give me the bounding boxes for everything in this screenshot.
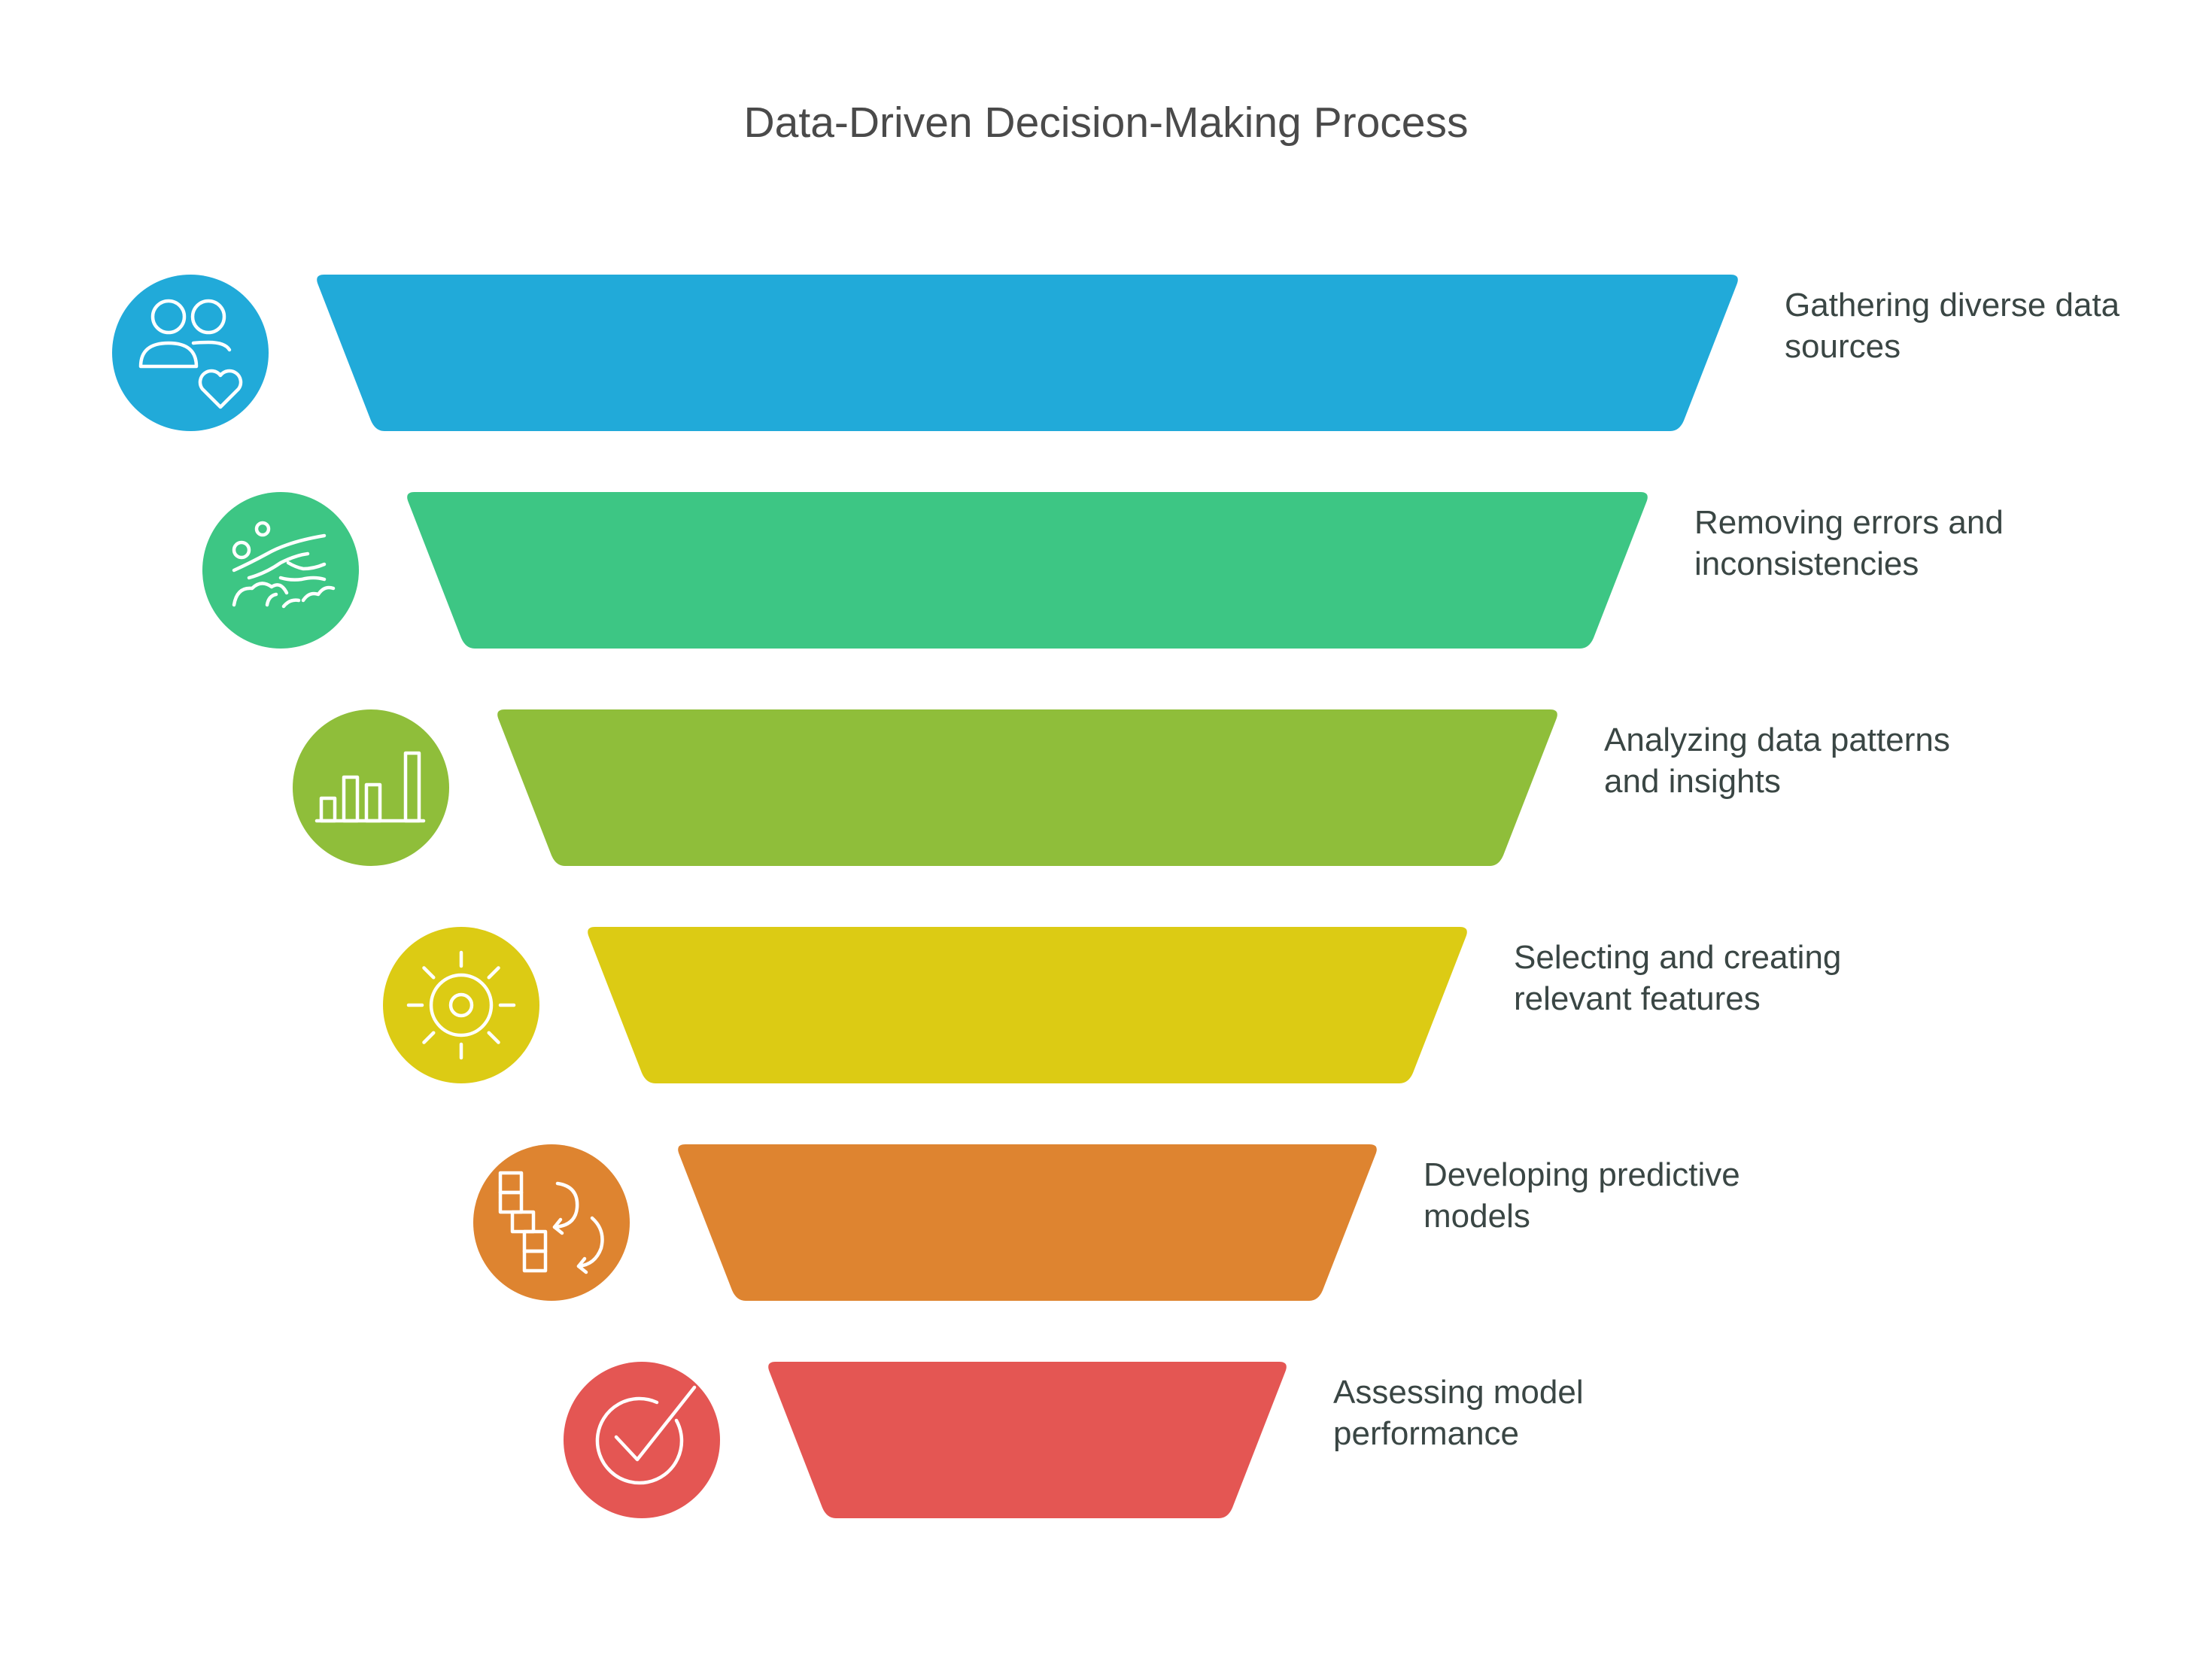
people-heart-icon bbox=[138, 299, 243, 409]
funnel-band-modeling bbox=[678, 1144, 1377, 1301]
stage-label-line: inconsistencies bbox=[1694, 545, 1919, 582]
stage-label-line: Selecting and creating bbox=[1514, 939, 1841, 976]
stage-icon-circle-assessing bbox=[564, 1362, 720, 1518]
stage-label-line: relevant features bbox=[1514, 980, 1761, 1017]
funnel-stage-assessing: Assessing model performance bbox=[564, 1362, 1584, 1518]
stage-icon-circle-analyzing bbox=[293, 709, 449, 866]
funnel-stage-cleaning: Removing errors and inconsistencies bbox=[202, 492, 2004, 649]
funnel-band-analyzing bbox=[497, 709, 1557, 866]
funnel-band-assessing bbox=[768, 1362, 1287, 1518]
funnel-stages: Gathering diverse data sources Removing er… bbox=[112, 275, 2120, 1518]
stage-label-assessing: Assessing model performance bbox=[1333, 1374, 1584, 1452]
stage-label-line: Assessing model bbox=[1333, 1374, 1584, 1411]
stage-icon-circle-gathering bbox=[112, 275, 269, 431]
funnel-band-features bbox=[588, 927, 1467, 1083]
blocks-arrows-icon bbox=[498, 1171, 604, 1274]
funnel-band-cleaning bbox=[407, 492, 1648, 649]
funnel-stage-analyzing: Analyzing data patterns and insights bbox=[293, 709, 1950, 866]
stage-label-line: models bbox=[1424, 1198, 1530, 1235]
stage-label-line: Developing predictive bbox=[1424, 1156, 1740, 1193]
stage-label-line: Removing errors and bbox=[1694, 504, 2004, 541]
stage-label-cleaning: Removing errors and inconsistencies bbox=[1694, 504, 2004, 582]
stage-label-analyzing: Analyzing data patterns and insights bbox=[1604, 722, 1950, 800]
funnel-stage-features: Selecting and creating relevant features bbox=[383, 927, 1841, 1083]
stage-icon-circle-features bbox=[383, 927, 539, 1083]
stage-label-line: sources bbox=[1785, 328, 1901, 365]
check-circle-icon bbox=[595, 1385, 697, 1485]
sun-gear-icon bbox=[406, 950, 516, 1060]
funnel-stage-modeling: Developing predictive models bbox=[473, 1144, 1740, 1301]
stage-label-line: and insights bbox=[1604, 763, 1781, 800]
stage-label-line: Gathering diverse data bbox=[1785, 287, 2120, 324]
stage-label-features: Selecting and creating relevant features bbox=[1514, 939, 1841, 1017]
stage-label-gathering: Gathering diverse data sources bbox=[1785, 287, 2120, 365]
stage-icon-circle-modeling bbox=[473, 1144, 630, 1301]
stage-label-modeling: Developing predictive models bbox=[1424, 1156, 1740, 1235]
bar-chart-icon bbox=[314, 751, 426, 823]
stage-label-line: Analyzing data patterns bbox=[1604, 722, 1950, 758]
page-title: Data-Driven Decision-Making Process bbox=[744, 99, 1469, 147]
stage-label-line: performance bbox=[1333, 1415, 1519, 1452]
stage-icon-circle-cleaning bbox=[202, 492, 359, 649]
funnel-stage-gathering: Gathering diverse data sources bbox=[112, 275, 2120, 431]
funnel-band-gathering bbox=[317, 275, 1738, 431]
hand-washing-icon bbox=[232, 521, 336, 609]
